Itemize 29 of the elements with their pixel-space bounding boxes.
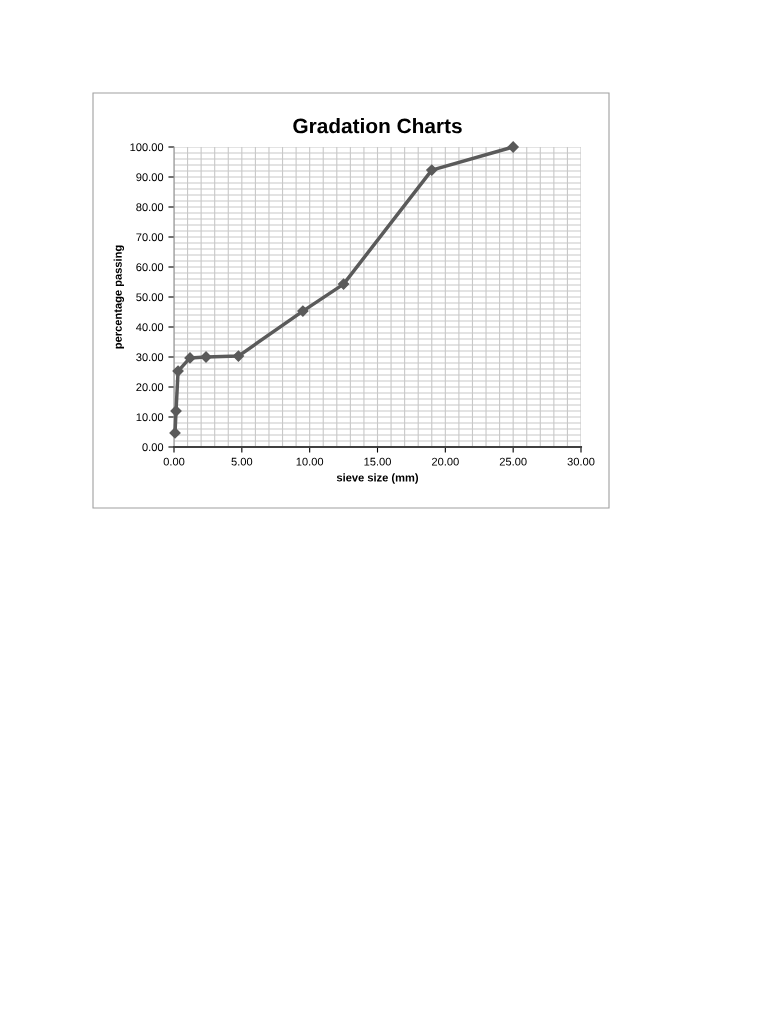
x-tick-label: 30.00 xyxy=(567,457,595,466)
y-tick-label: 90.00 xyxy=(136,173,164,182)
point xyxy=(297,305,309,317)
point xyxy=(169,427,181,439)
y-axis-title: percentage passing xyxy=(113,245,125,349)
y-tick-label: 100.00 xyxy=(130,143,164,152)
x-tick-label: 25.00 xyxy=(499,457,527,466)
point xyxy=(172,365,184,377)
y-tick-label: 60.00 xyxy=(136,263,164,272)
point xyxy=(232,350,245,362)
x-tick-label: 20.00 xyxy=(431,457,459,466)
y-tick-label: 70.00 xyxy=(136,233,164,242)
x-tick-label: 0.00 xyxy=(163,457,185,466)
x-axis-title: sieve size (mm) xyxy=(336,473,419,484)
x-tick-label: 15.00 xyxy=(364,457,391,466)
y-tick-label: 50.00 xyxy=(136,293,164,302)
y-tick-label: 0.00 xyxy=(142,443,164,452)
y-tick-label: 10.00 xyxy=(136,413,164,422)
y-tick-label: 30.00 xyxy=(136,353,164,362)
y-tick-label: 40.00 xyxy=(136,323,164,332)
x-tick-label: 5.00 xyxy=(231,457,253,466)
point xyxy=(337,278,350,290)
y-tick-label: 20.00 xyxy=(136,383,164,392)
x-tick-label: 10.00 xyxy=(296,457,324,466)
point xyxy=(184,352,196,364)
chart-title: Gradation Charts xyxy=(293,118,462,134)
point xyxy=(507,141,519,153)
point xyxy=(426,164,438,176)
y-tick-label: 80.00 xyxy=(136,203,164,212)
